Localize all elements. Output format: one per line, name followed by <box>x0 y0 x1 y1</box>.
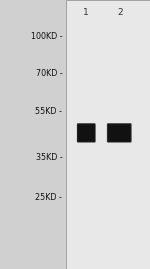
FancyBboxPatch shape <box>111 127 128 139</box>
FancyBboxPatch shape <box>110 126 129 140</box>
FancyBboxPatch shape <box>108 125 130 141</box>
Text: 2: 2 <box>117 8 123 17</box>
FancyBboxPatch shape <box>111 128 127 138</box>
Text: 25KD -: 25KD - <box>35 193 62 202</box>
FancyBboxPatch shape <box>77 124 95 142</box>
FancyBboxPatch shape <box>79 126 94 140</box>
FancyBboxPatch shape <box>107 124 131 142</box>
FancyBboxPatch shape <box>112 128 127 138</box>
FancyBboxPatch shape <box>79 127 93 139</box>
FancyBboxPatch shape <box>79 126 93 140</box>
FancyBboxPatch shape <box>107 123 132 143</box>
FancyBboxPatch shape <box>81 129 92 137</box>
Text: 70KD -: 70KD - <box>36 69 62 79</box>
FancyBboxPatch shape <box>78 125 94 141</box>
FancyBboxPatch shape <box>78 125 94 141</box>
FancyBboxPatch shape <box>80 127 93 139</box>
Text: 55KD -: 55KD - <box>35 107 62 116</box>
FancyBboxPatch shape <box>80 128 92 138</box>
FancyBboxPatch shape <box>77 123 96 143</box>
FancyBboxPatch shape <box>78 124 95 141</box>
FancyBboxPatch shape <box>110 127 128 139</box>
Text: 35KD -: 35KD - <box>36 153 62 162</box>
Bar <box>66 0 150 269</box>
FancyBboxPatch shape <box>108 124 131 141</box>
FancyBboxPatch shape <box>109 126 129 140</box>
FancyBboxPatch shape <box>109 125 130 141</box>
Text: 1: 1 <box>83 8 89 17</box>
FancyBboxPatch shape <box>80 128 92 138</box>
FancyBboxPatch shape <box>112 129 126 137</box>
Text: 100KD -: 100KD - <box>31 32 62 41</box>
